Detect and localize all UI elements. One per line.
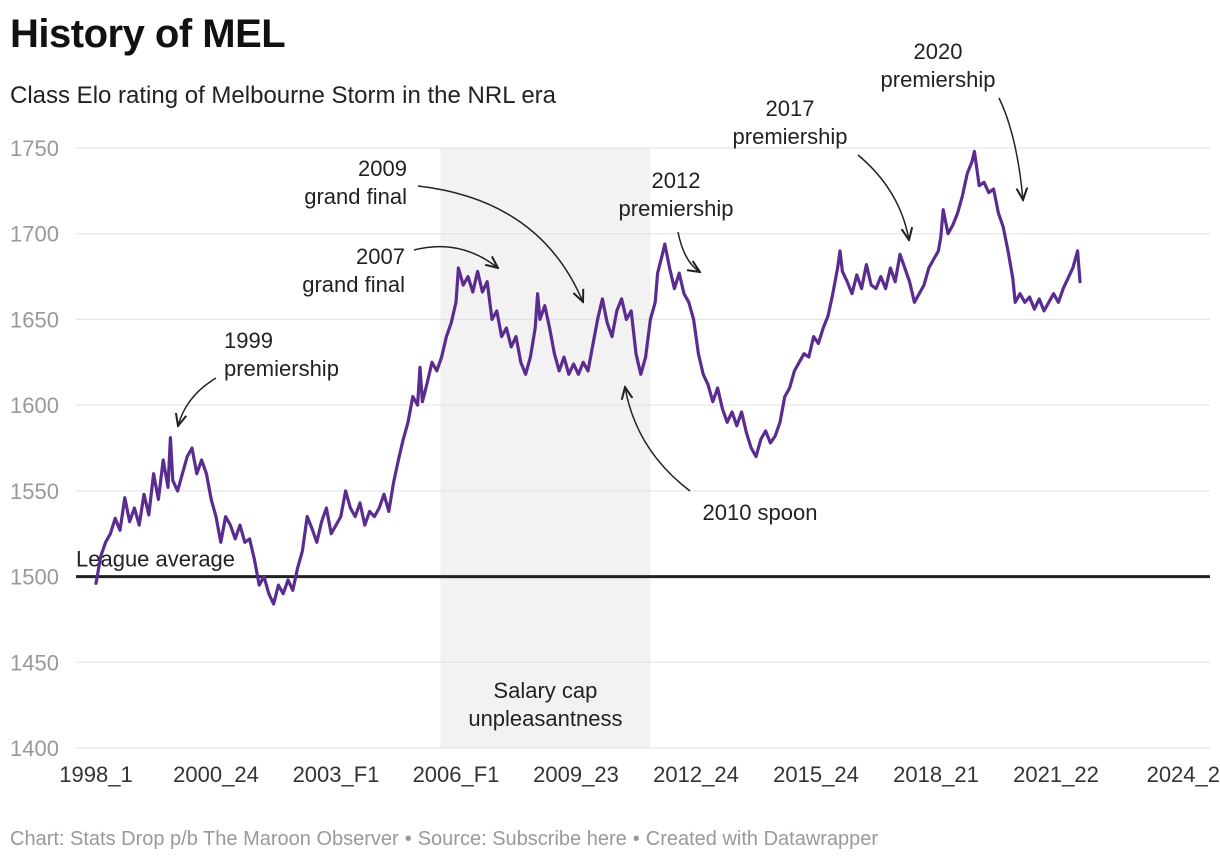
x-tick-label: 2006_F1 bbox=[413, 762, 500, 787]
shaded-region-label: Salary cap bbox=[493, 678, 597, 703]
y-tick-label: 1600 bbox=[10, 393, 59, 418]
annotation-label: grand final bbox=[302, 272, 405, 297]
annotation-label: 2017 bbox=[766, 96, 815, 121]
y-tick-label: 1400 bbox=[10, 736, 59, 761]
annotation-arrow bbox=[998, 97, 1023, 200]
annotation-arrow bbox=[625, 387, 691, 492]
annotation-arrow bbox=[677, 231, 700, 272]
y-tick-label: 1500 bbox=[10, 565, 59, 590]
created-with-note: Created with Datawrapper bbox=[645, 828, 879, 850]
annotation-label: premiership bbox=[881, 67, 996, 92]
chart-credit: Chart: Stats Drop p/b The Maroon Observe… bbox=[10, 828, 399, 850]
page-subtitle: Class Elo rating of Melbourne Storm in t… bbox=[10, 82, 557, 109]
annotation-label: 2020 bbox=[914, 39, 963, 64]
annotation-label: premiership bbox=[619, 196, 734, 221]
annotation-label: 1999 bbox=[224, 328, 273, 353]
salary-cap-shaded-region bbox=[440, 148, 651, 748]
x-tick-label: 2024_2 bbox=[1147, 762, 1220, 787]
y-tick-label: 1700 bbox=[10, 222, 59, 247]
annotation-arrow bbox=[857, 154, 909, 240]
x-tick-label: 2018_21 bbox=[893, 762, 979, 787]
x-tick-label: 2021_22 bbox=[1013, 762, 1099, 787]
elo-series-line bbox=[94, 149, 1082, 606]
x-tick-label: 2009_23 bbox=[533, 762, 619, 787]
source-link[interactable]: Source: Subscribe here bbox=[417, 828, 627, 850]
annotation-arrow bbox=[417, 185, 583, 302]
x-tick-label: 2000_24 bbox=[173, 762, 259, 787]
elo-line-chart: Salary cap unpleasantness 1400 1450 1500 155… bbox=[10, 39, 1220, 787]
x-tick-label: 2003_F1 bbox=[293, 762, 380, 787]
annotation-label: premiership bbox=[224, 356, 339, 381]
chart-footer: Chart: Stats Drop p/b The Maroon Observe… bbox=[10, 828, 878, 851]
x-tick-label: 2012_24 bbox=[653, 762, 739, 787]
footer-separator: • bbox=[632, 828, 640, 850]
y-tick-label: 1650 bbox=[10, 307, 59, 332]
annotation-label: 2007 bbox=[356, 244, 405, 269]
annotation-label: grand final bbox=[304, 184, 407, 209]
page-title: History of MEL bbox=[10, 12, 286, 56]
annotation-label: 2012 bbox=[652, 168, 701, 193]
y-tick-label: 1550 bbox=[10, 479, 59, 504]
footer-separator: • bbox=[404, 828, 412, 850]
y-tick-label: 1750 bbox=[10, 136, 59, 161]
annotation-arrow bbox=[413, 245, 498, 268]
annotation-label: 2009 bbox=[358, 156, 407, 181]
shaded-region-label: unpleasantness bbox=[468, 706, 622, 731]
x-tick-label: 1998_1 bbox=[59, 762, 132, 787]
x-tick-label: 2015_24 bbox=[773, 762, 859, 787]
annotation-label: 2010 spoon bbox=[703, 500, 818, 525]
annotation-label: premiership bbox=[733, 124, 848, 149]
y-tick-label: 1450 bbox=[10, 650, 59, 675]
annotation-arrow bbox=[178, 377, 217, 426]
